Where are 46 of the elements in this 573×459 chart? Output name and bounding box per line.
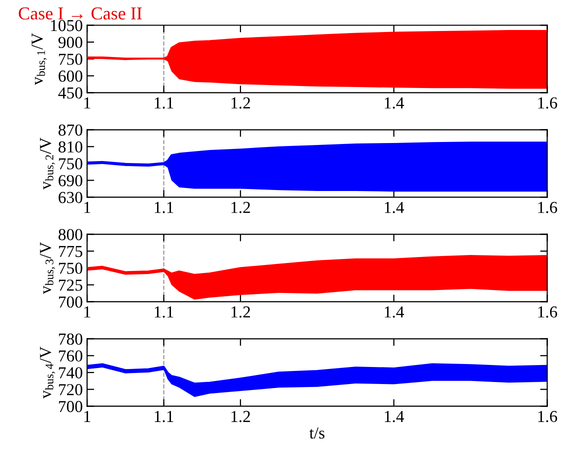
x-tick-label: 1.1	[154, 202, 174, 214]
x-tick-label: 1.4	[384, 410, 404, 422]
x-tick-label: 1.2	[232, 306, 250, 318]
x-tick-label: 1.4	[384, 97, 404, 109]
y-tick-label: 810	[58, 141, 82, 153]
y-tick-label: 750	[59, 262, 82, 274]
y-axis-title: v$_{bus,3}$/V	[40, 242, 56, 294]
x-tick-label: 1.6	[538, 202, 558, 214]
y-tick-label: 780	[59, 333, 82, 345]
y-tick-label: 800	[58, 228, 82, 240]
y-tick-label: 700	[59, 296, 82, 308]
y-tick-label: 630	[58, 192, 82, 204]
y-tick-label: 870	[58, 124, 82, 136]
x-tick-label: 1.6	[538, 410, 558, 422]
x-tick-label: 1.4	[384, 202, 404, 214]
x-tick-label: 1.6	[538, 97, 558, 109]
x-tick-label: 1.4	[384, 306, 404, 318]
y-tick-label: 775	[59, 246, 82, 258]
x-tick-label: 1.6	[538, 306, 558, 318]
x-tick-label: 1.2	[232, 410, 250, 422]
x-tick-label: 1	[84, 202, 90, 213]
y-axis-title: v$_{bus,4}$/V	[40, 346, 56, 399]
y-tick-label: 750	[59, 158, 82, 170]
y-axis-title: v$_{bus,2}$/V	[40, 138, 56, 190]
y-tick-label: 690	[58, 175, 82, 186]
y-axis-title: v$_{bus,1}$/V	[32, 33, 47, 86]
chart-title: Case I → Case II	[18, 7, 142, 20]
x-tick-label: 1.1	[154, 97, 174, 109]
x-tick-label: 1	[84, 97, 90, 108]
x-tick-label: 1	[84, 306, 90, 318]
x-tick-label: 1	[84, 410, 90, 422]
x-axis-title: t/s	[309, 427, 324, 439]
x-tick-label: 1.2	[232, 202, 250, 214]
x-tick-label: 1.2	[232, 97, 250, 109]
y-tick-label: 700	[59, 400, 82, 412]
x-tick-label: 1.1	[154, 306, 174, 318]
y-tick-label: 760	[59, 350, 82, 362]
y-tick-label: 900	[58, 36, 82, 48]
y-tick-label: 725	[59, 280, 82, 291]
y-tick-label: 750	[59, 54, 82, 65]
y-tick-label: 720	[59, 384, 82, 396]
y-tick-label: 600	[58, 70, 82, 82]
y-tick-label: 1050	[51, 20, 82, 32]
x-tick-label: 1.1	[154, 410, 174, 422]
y-tick-label: 450	[58, 87, 82, 99]
y-tick-label: 740	[59, 367, 82, 378]
